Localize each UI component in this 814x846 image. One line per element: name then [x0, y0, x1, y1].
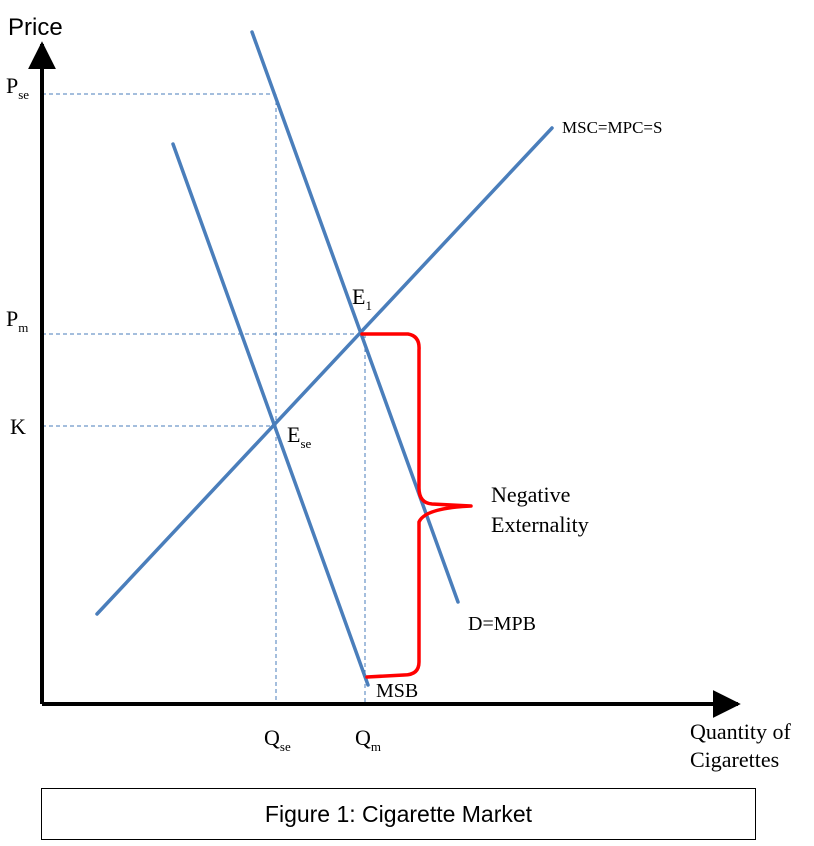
point-e1-main: E [352, 284, 365, 309]
tick-p-se-sub: se [18, 87, 29, 102]
annotation-line2: Externality [491, 512, 589, 537]
figure-caption: Figure 1: Cigarette Market [41, 788, 756, 840]
tick-p-m-main: P [6, 306, 18, 331]
figure-caption-text: Figure 1: Cigarette Market [264, 800, 533, 827]
x-axis-title-line2: Cigarettes [690, 747, 779, 772]
msb-curve [171, 142, 370, 687]
supply-label: MSC=MPC=S [562, 118, 662, 137]
tick-q-se-sub: se [280, 739, 291, 754]
demand-label: D=MPB [468, 613, 536, 635]
msb-label: MSB [376, 680, 418, 702]
tick-q-se: Qse [264, 725, 291, 754]
point-ese-sub: se [300, 436, 311, 451]
tick-p-se: Pse [6, 73, 29, 102]
demand-curve [250, 30, 460, 604]
tick-q-m-sub: m [371, 739, 381, 754]
negative-externality-brace [360, 332, 473, 679]
tick-p-se-main: P [6, 73, 18, 98]
guide-lines [42, 93, 366, 704]
point-e1: E1 [352, 284, 372, 313]
point-e1-sub: 1 [365, 298, 372, 313]
tick-p-m: Pm [6, 306, 28, 335]
curves [95, 30, 554, 687]
point-ese-main: E [287, 422, 300, 447]
tick-k: K [10, 414, 26, 439]
annotation-line1: Negative [491, 482, 570, 507]
tick-q-m-main: Q [355, 725, 371, 750]
tick-q-se-main: Q [264, 725, 280, 750]
x-axis-title-line1: Quantity of [690, 719, 791, 744]
tick-p-m-sub: m [18, 320, 28, 335]
y-axis-title: Price [8, 14, 63, 41]
tick-q-m: Qm [355, 725, 381, 754]
point-ese: Ese [287, 422, 312, 451]
supply-curve [95, 126, 554, 616]
